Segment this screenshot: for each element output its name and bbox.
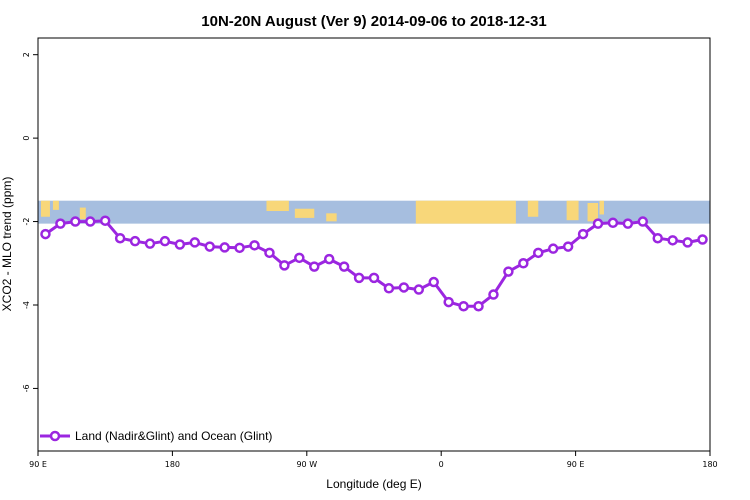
data-point [294,252,305,264]
data-point [249,240,260,251]
legend: Land (Nadir&Glint) and Ocean (Glint) [40,429,272,443]
data-point [622,218,634,229]
data-point [309,261,320,272]
data-point [682,237,693,248]
data-point [652,232,663,244]
map-land [266,200,289,212]
map-land [587,202,598,222]
data-point [55,218,66,229]
data-point [503,266,514,277]
map-land [599,200,604,215]
data-point [204,241,215,252]
data-point [323,253,335,265]
data-point [264,247,275,259]
map-ocean [38,200,710,224]
data-point [428,276,439,288]
data-point [518,258,529,269]
data-point [189,237,201,248]
x-axis-label: Longitude (deg E) [326,477,421,491]
x-axis: 90 E 180 90 W 0 90 E 180 [29,451,718,469]
y-tick-label: -4 [22,301,31,309]
map-land [326,213,337,222]
map-land [52,200,59,210]
data-point [219,242,230,253]
data-point [547,243,559,254]
data-point [40,228,51,240]
map-land [527,200,539,217]
data-point [174,239,186,250]
data-point [607,217,619,229]
data-point [114,232,126,244]
data-point [577,228,589,240]
map-land [566,200,579,221]
legend-marker-swatch [49,430,61,442]
x-tick-label: 90 W [296,460,317,469]
x-tick-label: 180 [165,460,180,469]
x-tick-label: 0 [439,460,444,469]
x-tick-label: 90 E [567,460,585,469]
legend-label: Land (Nadir&Glint) and Ocean (Glint) [75,429,272,443]
data-point [398,282,410,293]
y-tick-label: -6 [22,384,31,392]
data-point [368,272,380,284]
map-land [40,200,50,217]
map-land [79,207,86,220]
data-point [85,216,96,227]
y-axis: 2 0 -2 -4 -6 [22,52,38,392]
y-tick-label: 2 [22,52,31,57]
y-tick-label: 0 [22,136,31,141]
data-point [562,241,574,252]
x-tick-label: 90 E [29,460,47,469]
map-land [294,208,315,218]
x-tick-label: 180 [702,460,717,469]
plot-frame [37,37,711,452]
data-point [458,300,469,312]
world-map-strip [38,200,710,224]
data-point [99,215,111,226]
data-point [637,216,649,227]
data-point [592,218,604,229]
chart-title: 10N-20N August (Ver 9) 2014-09-06 to 201… [201,13,546,30]
data-point [533,247,544,259]
data-point [383,283,395,294]
data-point [667,235,678,246]
data-point [70,216,81,227]
series-layer [40,215,708,312]
data-point [159,235,171,247]
data-point [488,289,499,300]
y-tick-label: -2 [22,218,31,226]
data-point [129,235,141,247]
data-point [443,296,454,308]
y-axis-label: XCO2 - MLO trend (ppm) [0,177,14,312]
data-point [234,242,245,254]
map-land [415,200,516,224]
data-point [338,261,350,272]
data-point [144,238,156,249]
series-line [44,219,703,308]
data-point [473,300,484,312]
data-point [413,284,425,295]
data-point [353,272,365,284]
data-point [697,234,708,245]
data-point [279,260,290,271]
